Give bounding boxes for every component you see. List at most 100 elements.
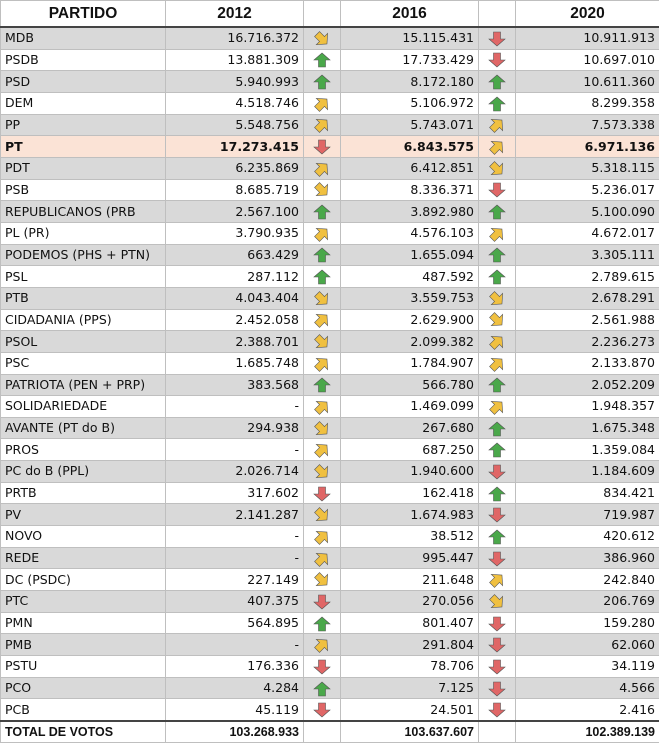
votes-2016: 1.940.600 bbox=[341, 461, 479, 483]
votes-2012: 564.895 bbox=[166, 612, 304, 634]
votes-2020: 386.960 bbox=[516, 547, 659, 569]
votes-2020: 1.675.348 bbox=[516, 417, 659, 439]
votes-2020: 2.789.615 bbox=[516, 266, 659, 288]
votes-2020: 5.100.090 bbox=[516, 201, 659, 223]
votes-2020: 4.566 bbox=[516, 677, 659, 699]
party-name: AVANTE (PT do B) bbox=[1, 417, 166, 439]
party-name: MDB bbox=[1, 27, 166, 49]
arrow-up-icon bbox=[313, 269, 331, 285]
votes-2016: 7.125 bbox=[341, 677, 479, 699]
votes-2020: 1.184.609 bbox=[516, 461, 659, 483]
votes-2016: 267.680 bbox=[341, 417, 479, 439]
arrow-diagonal-down-icon bbox=[488, 312, 506, 328]
arrow-diagonal-up-icon bbox=[488, 356, 506, 372]
arrow-diagonal-up-icon bbox=[488, 399, 506, 415]
arrow-diagonal-up-icon bbox=[313, 399, 331, 415]
arrow-down-icon bbox=[488, 616, 506, 632]
party-name: PRTB bbox=[1, 482, 166, 504]
votes-2012: 407.375 bbox=[166, 591, 304, 613]
party-name: REPUBLICANOS (PRB bbox=[1, 201, 166, 223]
arrow-up-icon bbox=[488, 74, 506, 90]
votes-2016: 24.501 bbox=[341, 699, 479, 721]
votes-2020: 34.119 bbox=[516, 656, 659, 678]
votes-2012: 4.043.404 bbox=[166, 287, 304, 309]
arrow-diagonal-up-icon bbox=[488, 226, 506, 242]
votes-2012: - bbox=[166, 396, 304, 418]
arrow-diagonal-down-icon bbox=[313, 572, 331, 588]
total-2016: 103.637.607 bbox=[341, 721, 479, 743]
votes-2016: 1.784.907 bbox=[341, 352, 479, 374]
header-party: PARTIDO bbox=[1, 1, 166, 28]
votes-2016: 1.674.983 bbox=[341, 504, 479, 526]
votes-2016: 995.447 bbox=[341, 547, 479, 569]
arrow-up-icon bbox=[488, 442, 506, 458]
arrow-down-icon bbox=[313, 486, 331, 502]
arrow-down-icon bbox=[488, 52, 506, 68]
arrow-diagonal-down-icon bbox=[313, 421, 331, 437]
votes-2012: 5.548.756 bbox=[166, 114, 304, 136]
arrow-diagonal-up-icon bbox=[313, 442, 331, 458]
votes-2012: 6.235.869 bbox=[166, 157, 304, 179]
votes-2016: 2.099.382 bbox=[341, 331, 479, 353]
arrow-diagonal-down-icon bbox=[488, 291, 506, 307]
arrow-down-icon bbox=[488, 507, 506, 523]
votes-2020: 2.678.291 bbox=[516, 287, 659, 309]
party-name: PSTU bbox=[1, 656, 166, 678]
arrow-up-icon bbox=[488, 204, 506, 220]
arrow-diagonal-up-icon bbox=[313, 312, 331, 328]
votes-2020: 2.236.273 bbox=[516, 331, 659, 353]
votes-2016: 487.592 bbox=[341, 266, 479, 288]
party-name: PSL bbox=[1, 266, 166, 288]
arrow-diagonal-down-icon bbox=[488, 161, 506, 177]
votes-2016: 6.412.851 bbox=[341, 157, 479, 179]
arrow-diagonal-up-icon bbox=[313, 551, 331, 567]
arrow-down-icon bbox=[488, 464, 506, 480]
total-label: TOTAL DE VOTOS bbox=[1, 721, 166, 743]
arrow-diagonal-down-icon bbox=[313, 182, 331, 198]
votes-2016: 38.512 bbox=[341, 526, 479, 548]
party-name: PTB bbox=[1, 287, 166, 309]
votes-2020: 420.612 bbox=[516, 526, 659, 548]
party-name: PSDB bbox=[1, 49, 166, 71]
votes-2020: 4.672.017 bbox=[516, 222, 659, 244]
party-name: PSC bbox=[1, 352, 166, 374]
votes-2020: 7.573.338 bbox=[516, 114, 659, 136]
votes-2012: 3.790.935 bbox=[166, 222, 304, 244]
arrow-diagonal-down-icon bbox=[313, 464, 331, 480]
arrow-diagonal-down-icon bbox=[313, 31, 331, 47]
total-2012: 103.268.933 bbox=[166, 721, 304, 743]
header-arrow-2016 bbox=[304, 1, 341, 28]
party-name: PMN bbox=[1, 612, 166, 634]
votes-2012: 2.141.287 bbox=[166, 504, 304, 526]
votes-2012: 317.602 bbox=[166, 482, 304, 504]
votes-2016: 211.648 bbox=[341, 569, 479, 591]
arrow-down-icon bbox=[488, 637, 506, 653]
arrow-up-icon bbox=[488, 247, 506, 263]
party-name: PDT bbox=[1, 157, 166, 179]
arrow-down-icon bbox=[488, 182, 506, 198]
arrow-down-icon bbox=[488, 702, 506, 718]
votes-2012: 5.940.993 bbox=[166, 71, 304, 93]
